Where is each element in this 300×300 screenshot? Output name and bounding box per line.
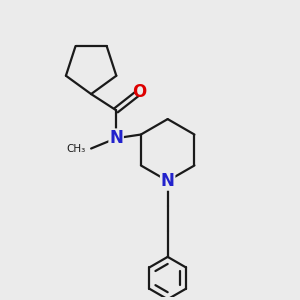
Text: O: O <box>132 83 146 101</box>
Text: CH₃: CH₃ <box>67 143 86 154</box>
Text: N: N <box>109 129 123 147</box>
Text: N: N <box>161 172 175 190</box>
